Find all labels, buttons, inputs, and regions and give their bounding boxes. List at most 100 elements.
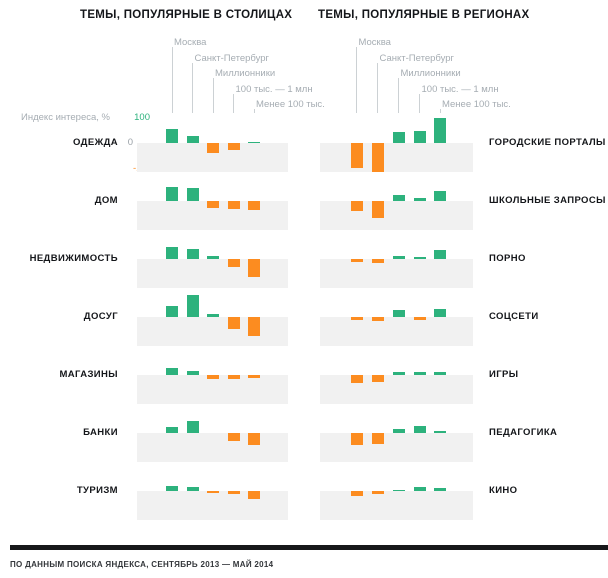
legend-leader-line (356, 47, 357, 113)
bar (392, 489, 405, 491)
bar (248, 141, 260, 143)
bar (227, 433, 240, 442)
bar (227, 143, 240, 150)
row-topic-label: КИНО (489, 485, 518, 496)
bar (350, 491, 363, 497)
bar (248, 433, 260, 445)
row-band (137, 317, 288, 346)
bar (166, 247, 178, 259)
bar (227, 201, 240, 210)
bar (434, 371, 446, 375)
left-chart-title: ТЕМЫ, ПОПУЛЯРНЫЕ В СТОЛИЦАХ (80, 9, 293, 21)
legend-label-city-size: Миллионники (400, 68, 461, 79)
bar (207, 256, 219, 259)
legend-label-city-size: Санкт-Петербург (194, 52, 270, 64)
row-topic-label: БАНКИ (83, 427, 118, 438)
bar (350, 433, 363, 446)
row-band (320, 433, 473, 462)
bar (413, 487, 426, 491)
row-topic-label: ПЕДАГОГИКА (489, 427, 558, 438)
bar (434, 430, 446, 433)
bar (413, 426, 426, 433)
bar (392, 309, 405, 317)
bar (186, 420, 199, 433)
legend-label-city-size: Менее 100 тыс. (442, 99, 511, 110)
legend-label-city-size: Москва (174, 37, 207, 48)
bar (371, 433, 384, 445)
bar (166, 186, 178, 201)
legend-label-city-size: 100 тыс. — 1 млн (235, 83, 313, 95)
row-topic-label: ГОРОДСКИЕ ПОРТАЛЫ (489, 137, 606, 148)
legend-label-city-size: Санкт-Петербург (379, 52, 455, 64)
bar (166, 426, 178, 433)
bar (392, 132, 405, 143)
bar (207, 313, 219, 317)
row-topic-label: ШКОЛЬНЫЕ ЗАПРОСЫ (489, 195, 606, 206)
legend-leader-line (419, 93, 420, 113)
row-band (137, 259, 288, 288)
bar (371, 201, 384, 218)
bar (350, 143, 363, 168)
bar (434, 118, 446, 143)
row-topic-label: ТУРИЗМ (76, 485, 118, 496)
bar (350, 259, 363, 262)
bar (392, 195, 405, 201)
legend-leader-line (439, 109, 441, 113)
legend-leader-line (253, 109, 255, 113)
legend-label-city-size: 100 тыс. — 1 млн (421, 83, 499, 95)
bar (207, 375, 219, 380)
bar (186, 486, 199, 491)
bar (248, 317, 260, 337)
bar (371, 375, 384, 383)
bar (371, 259, 384, 264)
bar (392, 429, 405, 433)
legend-leader-line (377, 62, 378, 113)
interest-index-axis-label: Индекс интереса, % (21, 112, 110, 123)
bar (227, 317, 240, 329)
bar (207, 143, 219, 153)
bar (186, 294, 199, 317)
row-band (320, 491, 473, 520)
bar (413, 130, 426, 143)
legend-label-city-size: Миллионники (215, 68, 276, 79)
row-band (137, 375, 288, 404)
bar (207, 491, 219, 493)
legend-leader-line (171, 47, 173, 113)
bar (186, 187, 199, 201)
axis-tick-100: 100 (134, 112, 150, 123)
footer-rule (10, 545, 608, 550)
legend-leader-line (398, 78, 399, 113)
bar (166, 486, 178, 491)
bar (413, 197, 426, 201)
row-band (320, 375, 473, 404)
bar (350, 201, 363, 211)
bar (248, 375, 260, 379)
row-topic-label: НЕДВИЖИМОСТЬ (29, 253, 118, 264)
bar (166, 128, 178, 143)
row-topic-label: ДОСУГ (83, 311, 118, 322)
bar (186, 135, 199, 143)
bar (350, 375, 363, 383)
bar (434, 191, 446, 201)
bar (434, 487, 446, 491)
row-band (320, 259, 473, 288)
bar (371, 317, 384, 322)
legend-leader-line (233, 93, 234, 113)
bar (413, 256, 426, 259)
row-topic-label: ОДЕЖДА (73, 137, 118, 148)
legend-leader-line (192, 62, 193, 113)
bar (413, 372, 426, 375)
bar (227, 375, 240, 379)
footer-source: ПО ДАННЫМ ПОИСКА ЯНДЕКСА, СЕНТЯБРЬ 2013 … (10, 560, 274, 569)
axis-tick-0: 0 (127, 137, 133, 148)
legend-label-city-size: Москва (358, 37, 391, 48)
bar (186, 370, 199, 375)
row-topic-label: СОЦСЕТИ (489, 311, 539, 322)
bar (371, 143, 384, 172)
bar (166, 367, 178, 375)
row-topic-label: ДОМ (94, 195, 118, 206)
row-band (137, 491, 288, 520)
bar (392, 371, 405, 375)
bar (248, 201, 260, 211)
